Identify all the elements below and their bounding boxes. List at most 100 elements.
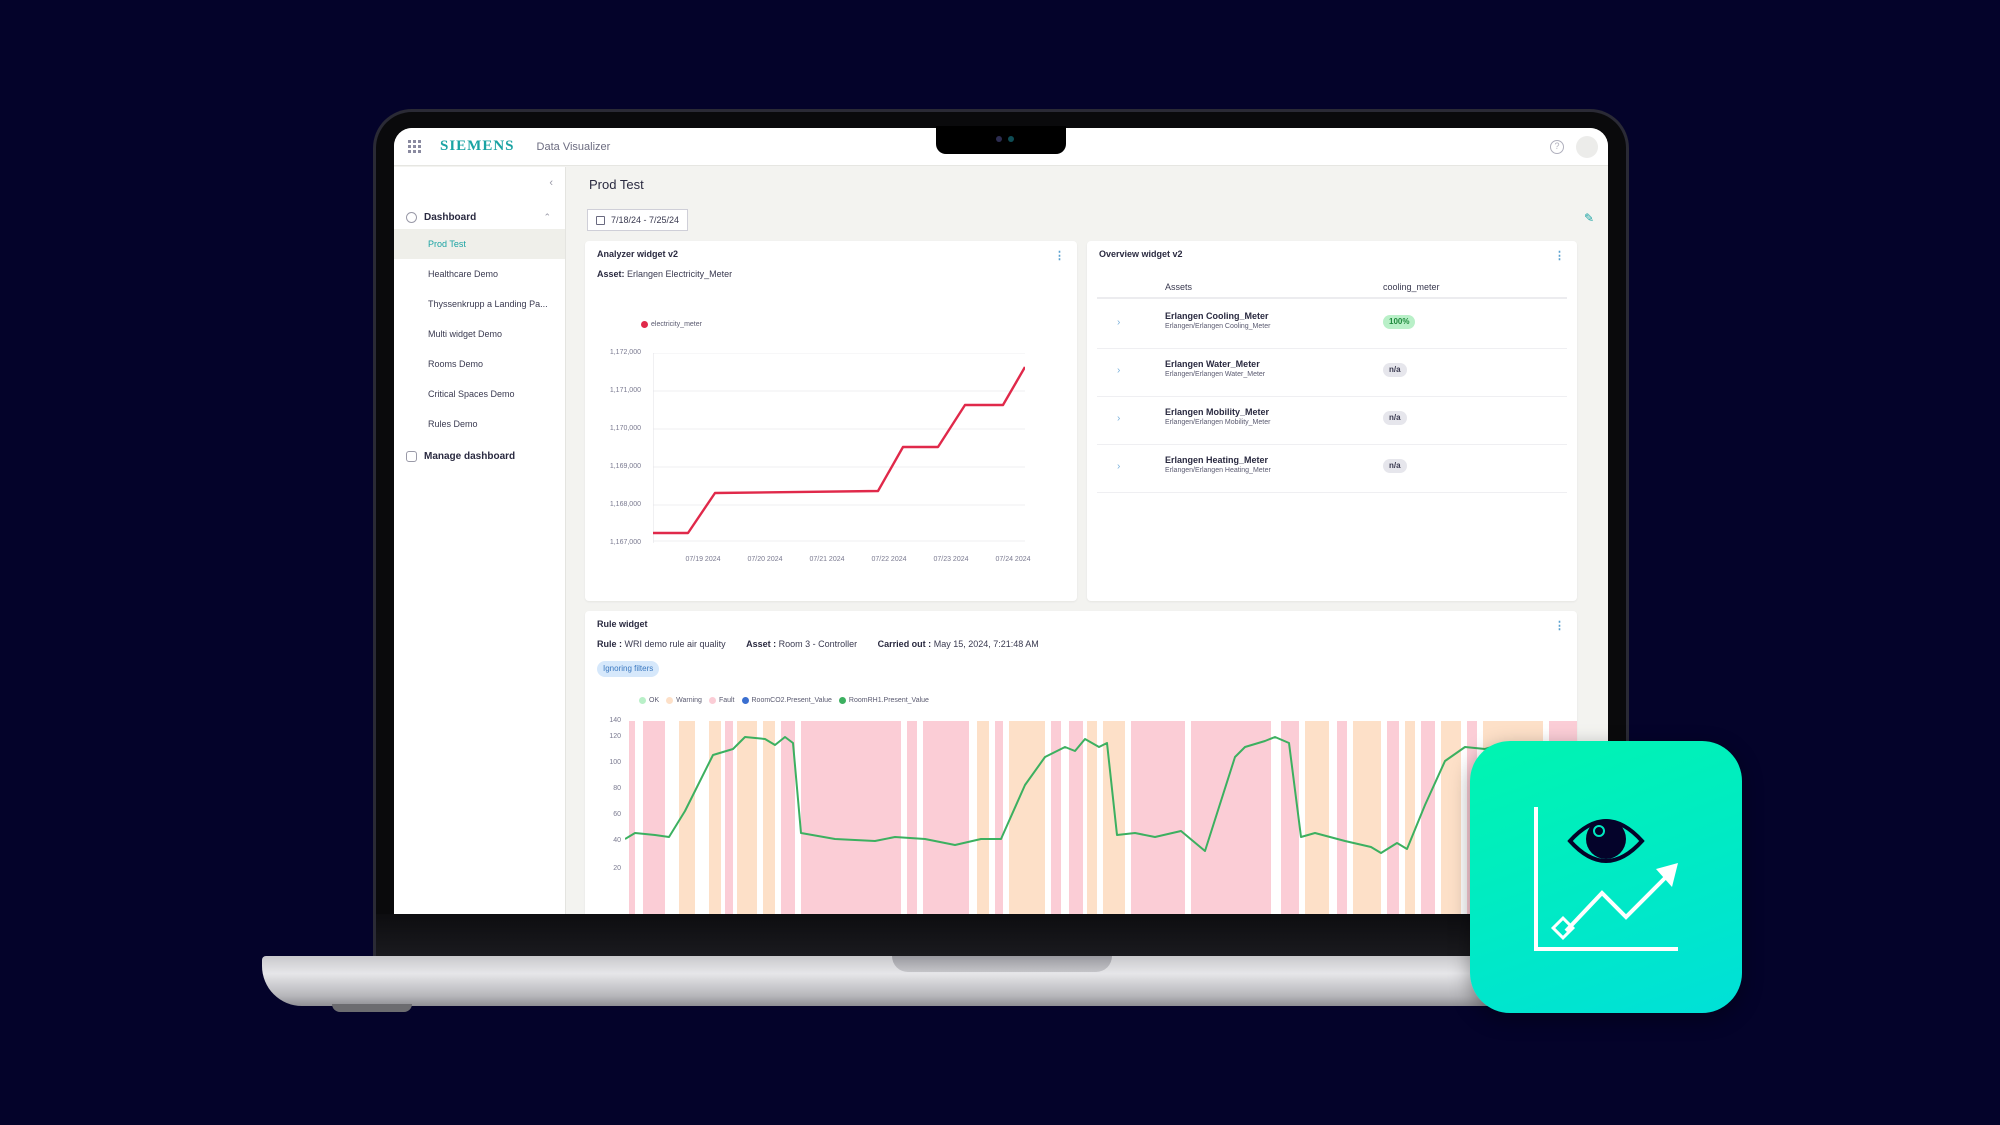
status-badge: n/a <box>1383 363 1407 377</box>
asset-value: Erlangen Electricity_Meter <box>627 269 733 279</box>
legend-room-rh[interactable]: RoomRH1.Present_Value <box>838 697 929 704</box>
y-tick: 80 <box>613 785 621 792</box>
widget-title: Analyzer widget v2 <box>597 249 679 259</box>
sidebar-item-label: Dashboard <box>424 211 477 223</box>
rule-meta: Rule : WRI demo rule air quality Asset :… <box>597 639 1039 649</box>
x-tick: 07/21 2024 <box>809 556 845 563</box>
sidebar-item-rooms-demo[interactable]: Rooms Demo <box>428 359 484 369</box>
asset-path: Erlangen/Erlangen Cooling_Meter <box>1165 323 1271 330</box>
x-tick: 07/22 2024 <box>871 556 907 563</box>
asset-name: Erlangen Mobility_Meter <box>1165 407 1270 417</box>
expand-row-icon[interactable]: › <box>1117 413 1121 424</box>
sidebar-item-critical-spaces-demo[interactable]: Critical Spaces Demo <box>428 389 515 399</box>
date-range-picker[interactable]: 7/18/24 - 7/25/24 <box>587 209 689 231</box>
legend-room-co2[interactable]: RoomCO2.Present_Value <box>741 697 832 704</box>
sidebar-item-healthcare-demo[interactable]: Healthcare Demo <box>428 269 499 279</box>
y-tick: 1,169,000 <box>609 463 641 470</box>
app-name: Data Visualizer <box>536 140 611 153</box>
legend-fault[interactable]: Fault <box>708 697 735 704</box>
chart-legend[interactable]: electricity_meter <box>641 321 702 328</box>
asset-line: Asset: Erlangen Electricity_Meter <box>597 269 733 279</box>
main-content: Prod Test 7/18/24 - 7/25/24 ✎ Analyzer w… <box>567 167 1608 914</box>
table-row[interactable]: › Erlangen Water_Meter Erlangen/Erlangen… <box>1097 349 1567 397</box>
legend-warning[interactable]: Warning <box>666 697 702 704</box>
siemens-logo: SIEMENS <box>440 138 515 154</box>
electricity-line-chart[interactable] <box>653 353 1025 543</box>
overview-widget: Overview widget v2 ⋮ Assets cooling_mete… <box>1087 241 1577 601</box>
x-tick: 07/20 2024 <box>747 556 783 563</box>
y-tick: 1,167,000 <box>609 539 641 546</box>
sidebar-item-label: Manage dashboard <box>424 450 516 462</box>
rule-status-chart[interactable] <box>625 721 1577 914</box>
sidebar-item-rules-demo[interactable]: Rules Demo <box>428 419 478 429</box>
column-header-assets[interactable]: Assets <box>1165 282 1193 292</box>
laptop-bezel-bottom <box>376 914 1626 956</box>
eye-chart-icon <box>1534 807 1678 951</box>
asset-path: Erlangen/Erlangen Water_Meter <box>1165 371 1266 378</box>
y-tick: 100 <box>609 759 621 766</box>
expand-row-icon[interactable]: › <box>1117 317 1121 328</box>
nav-group-dashboard: Dashboard ⌃ Prod Test Healthcare Demo Th… <box>394 205 565 469</box>
asset-name: Erlangen Water_Meter <box>1165 359 1260 369</box>
x-tick: 07/23 2024 <box>933 556 969 563</box>
carried-out-value: May 15, 2024, 7:21:48 AM <box>933 639 1039 649</box>
table-row[interactable]: › Erlangen Mobility_Meter Erlangen/Erlan… <box>1097 397 1567 445</box>
laptop-foot <box>332 1004 412 1012</box>
sidebar-item-thyssenkrupp[interactable]: Thyssenkrupp a Landing Pa... <box>428 299 548 309</box>
y-tick: 140 <box>609 717 621 724</box>
sidebar: ‹ Dashboard ⌃ Prod Test Healthcare Demo … <box>394 167 566 914</box>
date-range-value: 7/18/24 - 7/25/24 <box>611 215 680 225</box>
more-options-icon[interactable]: ⋮ <box>1554 620 1565 632</box>
collapse-sidebar-icon[interactable]: ‹ <box>549 177 553 189</box>
avatar[interactable] <box>1576 136 1598 158</box>
chevron-up-icon[interactable]: ⌃ <box>543 211 551 222</box>
column-header-cooling-meter[interactable]: cooling_meter <box>1383 282 1440 292</box>
asset-path: Erlangen/Erlangen Mobility_Meter <box>1165 419 1271 426</box>
analyzer-widget: Analyzer widget v2 ⋮ Asset: Erlangen Ele… <box>585 241 1077 601</box>
table-row[interactable]: › Erlangen Heating_Meter Erlangen/Erlang… <box>1097 445 1567 493</box>
y-tick: 1,172,000 <box>609 349 641 356</box>
settings-icon <box>406 450 417 462</box>
rule-value: WRI demo rule air quality <box>624 639 726 649</box>
chart-legend: OK Warning Fault RoomCO2.Present_Value R… <box>639 697 929 704</box>
status-badge: n/a <box>1383 459 1407 473</box>
help-icon[interactable]: ? <box>1550 140 1564 154</box>
edit-dashboard-icon[interactable]: ✎ <box>1583 211 1594 225</box>
more-options-icon[interactable]: ⋮ <box>1054 250 1065 262</box>
sidebar-item-dashboard[interactable]: Dashboard ⌃ <box>394 205 565 229</box>
sidebar-item-multi-widget-demo[interactable]: Multi widget Demo <box>428 329 503 339</box>
y-tick: 1,170,000 <box>609 425 641 432</box>
camera-notch <box>936 126 1066 154</box>
x-tick: 07/24 2024 <box>995 556 1031 563</box>
expand-row-icon[interactable]: › <box>1117 461 1121 472</box>
y-tick: 60 <box>613 811 621 818</box>
asset-value: Room 3 - Controller <box>778 639 858 649</box>
table-header: Assets cooling_meter <box>1097 279 1567 299</box>
page-title: Prod Test <box>589 177 644 192</box>
sidebar-item-prod-test[interactable]: Prod Test <box>394 229 565 259</box>
asset-name: Erlangen Cooling_Meter <box>1165 311 1269 321</box>
laptop-screen: SIEMENS Data Visualizer ? ‹ Dashboard ⌃ … <box>394 128 1608 914</box>
table-row[interactable]: › Erlangen Cooling_Meter Erlangen/Erlang… <box>1097 301 1567 349</box>
app-launcher-icon[interactable] <box>408 139 422 154</box>
sidebar-item-manage-dashboard[interactable]: Manage dashboard <box>394 443 565 469</box>
data-visualizer-app-icon <box>1470 741 1742 1013</box>
y-tick: 120 <box>609 733 621 740</box>
status-badge: n/a <box>1383 411 1407 425</box>
widget-title: Overview widget v2 <box>1099 249 1183 259</box>
widget-title: Rule widget <box>597 619 648 629</box>
legend-dot-icon <box>641 321 648 328</box>
status-badge: 100% <box>1383 315 1416 329</box>
y-tick: 20 <box>613 865 621 872</box>
x-tick: 07/19 2024 <box>685 556 721 563</box>
y-tick: 1,171,000 <box>609 387 641 394</box>
legend-ok[interactable]: OK <box>639 697 659 704</box>
rule-widget: Rule widget ⋮ Rule : WRI demo rule air q… <box>585 611 1577 914</box>
ignoring-filters-badge: Ignoring filters <box>597 661 660 677</box>
expand-row-icon[interactable]: › <box>1117 365 1121 376</box>
y-tick: 40 <box>613 837 621 844</box>
asset-name: Erlangen Heating_Meter <box>1165 455 1269 465</box>
more-options-icon[interactable]: ⋮ <box>1554 250 1565 262</box>
asset-path: Erlangen/Erlangen Heating_Meter <box>1165 467 1271 474</box>
calendar-icon <box>596 215 605 225</box>
